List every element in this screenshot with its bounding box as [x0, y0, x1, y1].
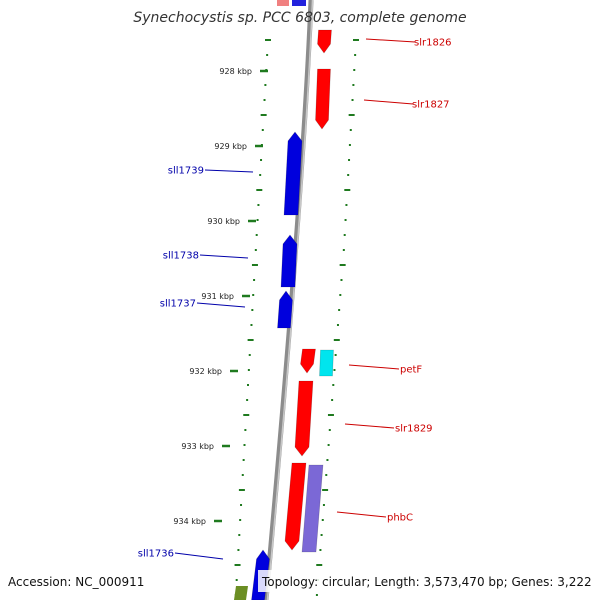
leader-slr1827 — [363, 99, 414, 105]
gene-arrow-slr1829 — [294, 380, 314, 457]
leader-sll1738 — [199, 254, 249, 259]
page-title: Synechocystis sp. PCC 6803, complete gen… — [133, 10, 466, 26]
leader-petf — [348, 364, 400, 370]
gene-track — [251, 29, 334, 600]
scale-tick-label: 933 kbp — [181, 442, 214, 451]
scale-ticks-inner — [234, 39, 271, 596]
scale-tick-label: 934 kbp — [173, 517, 206, 526]
scale-tick-label: 932 kbp — [189, 367, 222, 376]
partial-feature-top-reverse — [292, 0, 306, 6]
leader-slr1826 — [365, 38, 416, 43]
gene-label-sll1738[interactable]: sll1738 — [163, 251, 199, 262]
gene-arrow-phbc — [284, 462, 307, 551]
accession-text: Accession: NC_000911 — [8, 575, 144, 589]
partial-feature-top-forward — [277, 0, 289, 6]
leader-sll1736 — [174, 552, 224, 560]
leader-sll1739 — [204, 169, 254, 173]
partial-feature-bottom-other — [234, 586, 248, 600]
gene-label-phbc[interactable]: phbC — [387, 513, 413, 524]
scale-tick-label: 928 kbp — [219, 67, 252, 76]
gene-labels: slr1826 slr1827 sll1739 sll1738 sll1737 petF s… — [138, 38, 452, 560]
feature-arrow-cyan — [319, 349, 334, 377]
scale-tick-label: 929 kbp — [214, 142, 247, 151]
gene-arrow-sll1739 — [283, 131, 303, 216]
scale-tick-label: 930 kbp — [207, 217, 240, 226]
leader-slr1829 — [344, 423, 395, 429]
gene-arrow-petf — [300, 348, 316, 374]
gene-label-slr1827[interactable]: slr1827 — [412, 100, 450, 111]
gene-label-leaders — [174, 38, 416, 560]
scale-tick-label: 931 kbp — [201, 292, 234, 301]
leader-sll1737 — [196, 302, 246, 308]
gene-arrow-slr1827 — [315, 68, 331, 130]
scale-tick-labels: 928 kbp 929 kbp 930 kbp 931 kbp 932 kbp 933 k… — [173, 67, 268, 526]
gene-label-sll1739[interactable]: sll1739 — [168, 166, 204, 177]
gene-label-slr1826[interactable]: slr1826 — [414, 38, 452, 49]
footer-topology-background — [258, 570, 592, 592]
feature-arrow-purple — [301, 464, 324, 553]
gene-label-slr1829[interactable]: slr1829 — [395, 424, 433, 435]
gene-arrow-slr1826 — [317, 29, 332, 54]
gene-label-sll1736[interactable]: sll1736 — [138, 549, 174, 560]
gene-label-sll1737[interactable]: sll1737 — [160, 299, 196, 310]
leader-phbc — [336, 511, 387, 518]
gene-arrow-sll1738 — [280, 234, 298, 288]
topology-text: Topology: circular; Length: 3,573,470 bp… — [261, 575, 592, 589]
gene-arrow-sll1737 — [277, 290, 293, 329]
gene-label-petf[interactable]: petF — [400, 365, 422, 376]
